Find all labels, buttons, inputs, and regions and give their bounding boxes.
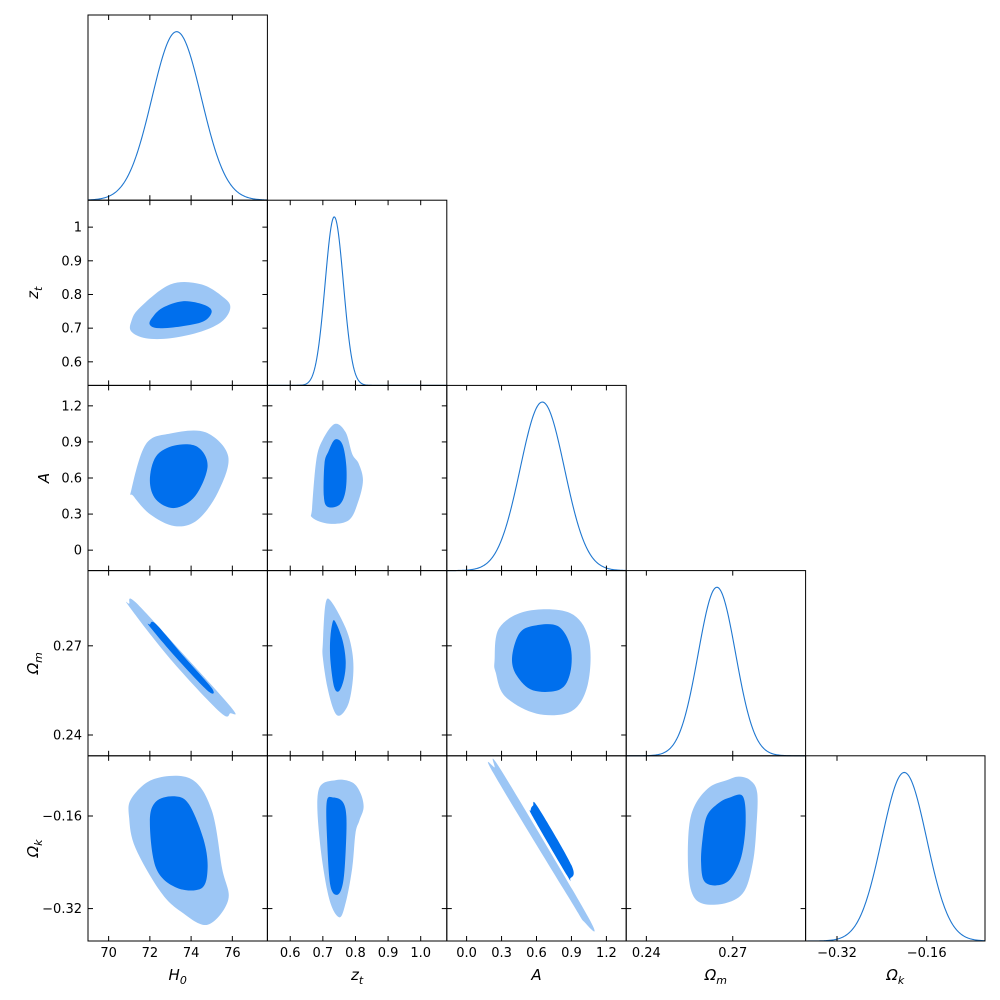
panel-frame-1-1 xyxy=(266,199,448,386)
x-axis-label-H0: H0 xyxy=(169,966,187,987)
x-axis-label-A: A xyxy=(530,966,541,984)
contour-A-vs-zt xyxy=(310,423,363,524)
x-axis-label-Om: Ωm xyxy=(704,966,727,987)
x-tick-label: 0.6 xyxy=(526,946,547,961)
y-tick-label: 0.8 xyxy=(61,288,82,303)
y-tick-label: 0 xyxy=(74,544,82,559)
contour-Ok-vs-Om xyxy=(687,776,758,905)
marginal-Om xyxy=(626,586,806,757)
x-tick-label: 1.2 xyxy=(596,946,617,961)
x-tick-label: 0.3 xyxy=(491,946,512,961)
contour-Om-vs-zt xyxy=(322,598,354,716)
y-tick-label: 0.6 xyxy=(61,472,82,487)
x-tick-label: −0.16 xyxy=(907,946,947,961)
panel-frame-2-2 xyxy=(446,384,627,572)
x-tick-label: 70 xyxy=(100,946,117,961)
x-axis-label-Ok: Ωk xyxy=(885,966,904,987)
y-axis-label-A: A xyxy=(35,473,53,484)
panel-frame-4-1 xyxy=(266,755,448,942)
inner-contour-68 xyxy=(149,444,208,509)
x-tick-label: 0.9 xyxy=(378,946,399,961)
y-tick-label: 0.7 xyxy=(61,322,82,337)
inner-contour-68 xyxy=(149,796,208,891)
inner-contour-68 xyxy=(326,796,347,895)
x-axis-label-zt: zt xyxy=(350,966,364,987)
marginal-A xyxy=(446,401,627,572)
x-tick-label: 0.6 xyxy=(280,946,301,961)
y-tick-label: 0.9 xyxy=(61,435,82,450)
inner-contour-68 xyxy=(701,794,746,886)
x-tick-label: 0.8 xyxy=(345,946,366,961)
x-tick-label: 72 xyxy=(142,946,159,961)
inner-contour-68 xyxy=(149,301,212,329)
contour-zt-vs-H0 xyxy=(129,282,231,340)
x-tick-label: 0.27 xyxy=(718,946,747,961)
panel-frame-3-1 xyxy=(266,570,448,757)
contour-Ok-vs-zt xyxy=(317,779,364,918)
y-tick-label: 1.2 xyxy=(61,399,82,414)
y-tick-label: 1 xyxy=(74,221,82,236)
y-axis-label-Ok: Ωk xyxy=(24,839,45,858)
panel-frame-4-2 xyxy=(446,755,627,942)
y-axis-label-Om: Ωm xyxy=(24,652,45,675)
y-tick-label: 0.27 xyxy=(53,639,82,654)
marginal-zt xyxy=(267,216,447,386)
inner-contour-68 xyxy=(529,801,574,882)
x-tick-label: 1.0 xyxy=(410,946,431,961)
outer-contour-95 xyxy=(487,758,595,932)
x-tick-label: 0.24 xyxy=(632,946,661,961)
contour-Ok-vs-A xyxy=(487,758,595,932)
y-tick-label: −0.32 xyxy=(42,902,82,917)
y-axis-label-zt: zt xyxy=(24,286,45,300)
y-tick-label: 0.3 xyxy=(61,508,82,523)
inner-contour-68 xyxy=(323,439,347,508)
x-tick-label: 0.9 xyxy=(561,946,582,961)
contour-Om-vs-A xyxy=(494,609,591,716)
panel-frame-3-3 xyxy=(625,570,807,757)
contour-Ok-vs-H0 xyxy=(128,775,229,926)
y-tick-label: 0.6 xyxy=(61,355,82,370)
x-tick-label: 0.7 xyxy=(313,946,334,961)
x-tick-label: 76 xyxy=(224,946,241,961)
contour-Om-vs-H0 xyxy=(125,598,236,717)
contour-A-vs-H0 xyxy=(130,430,229,527)
panel-frame-4-4 xyxy=(805,755,986,942)
inner-contour-68 xyxy=(511,624,572,692)
y-tick-label: −0.16 xyxy=(42,809,82,824)
x-tick-label: 0.0 xyxy=(456,946,477,961)
x-tick-label: 74 xyxy=(183,946,200,961)
marginal-Ok xyxy=(805,771,986,942)
y-tick-label: 0.24 xyxy=(53,728,82,743)
x-tick-label: −0.32 xyxy=(817,946,857,961)
panel-frame-0-0 xyxy=(87,14,268,201)
y-tick-label: 0.9 xyxy=(61,254,82,269)
inner-contour-68 xyxy=(147,621,214,694)
marginal-H0 xyxy=(87,31,268,201)
inner-contour-68 xyxy=(329,620,346,692)
